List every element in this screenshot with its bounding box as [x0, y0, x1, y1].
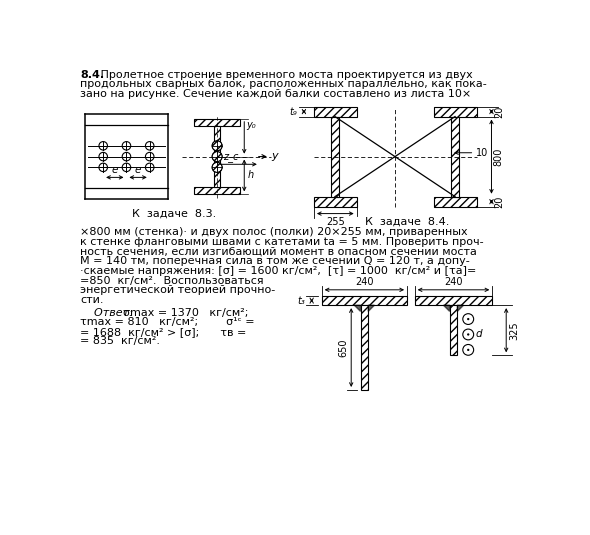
Polygon shape	[368, 305, 375, 311]
Text: Пролетное строение временного моста проектируется из двух: Пролетное строение временного моста прое…	[97, 70, 473, 80]
Text: ность сечения, если изгибающий момент в опасном сечении моста: ность сечения, если изгибающий момент в …	[80, 247, 477, 257]
Bar	[451, 117, 459, 197]
Bar	[314, 197, 356, 207]
Text: 650: 650	[338, 338, 348, 357]
Circle shape	[212, 151, 222, 162]
Circle shape	[467, 318, 470, 320]
Text: e: e	[135, 165, 141, 175]
Text: σmax = 1370   кг/см²;: σmax = 1370 кг/см²;	[116, 308, 249, 317]
Polygon shape	[355, 305, 360, 311]
Text: = 1688  кг/см² > [σ];      τв =: = 1688 кг/см² > [σ]; τв =	[80, 327, 247, 337]
Text: 8.4.: 8.4.	[80, 70, 104, 80]
Bar	[314, 106, 356, 117]
Text: = 835  кг/см².: = 835 кг/см².	[80, 337, 160, 346]
Text: d: d	[476, 330, 483, 340]
Text: ·скаемые напряжения: [σ] = 1600 кг/см²,  [τ] = 1000  кг/см² и [τа]=: ·скаемые напряжения: [σ] = 1600 кг/см², …	[80, 266, 476, 276]
Text: e: e	[112, 165, 118, 175]
Text: 240: 240	[355, 277, 373, 287]
Text: Ответ:: Ответ:	[80, 308, 133, 317]
Circle shape	[463, 314, 474, 324]
Text: t₉: t₉	[289, 106, 297, 117]
Text: 800: 800	[494, 148, 504, 166]
Circle shape	[467, 349, 470, 351]
Text: энергетической теорией прочно-: энергетической теорией прочно-	[80, 285, 275, 295]
Bar	[360, 305, 368, 390]
Polygon shape	[457, 305, 464, 311]
Polygon shape	[444, 305, 450, 311]
Text: z_c: z_c	[224, 152, 239, 162]
Text: y₀: y₀	[247, 120, 256, 131]
Bar	[450, 305, 457, 355]
Text: К  задаче  8.3.: К задаче 8.3.	[132, 209, 217, 219]
Text: сти.: сти.	[80, 295, 103, 305]
Circle shape	[463, 345, 474, 355]
Bar	[434, 197, 477, 207]
Bar	[434, 106, 477, 117]
Text: y: y	[271, 151, 278, 161]
Text: продольных сварных балок, расположенных параллельно, как пока-: продольных сварных балок, расположенных …	[80, 79, 487, 89]
Text: τmax = 810   кг/см²;        σ¹ᶜ =: τmax = 810 кг/см²; σ¹ᶜ =	[80, 317, 254, 327]
Text: ×800 мм (стенка)· и двух полос (полки) 20×255 мм, приваренных: ×800 мм (стенка)· и двух полос (полки) 2…	[80, 227, 467, 238]
Text: 325: 325	[509, 321, 519, 340]
Bar	[331, 117, 339, 197]
Bar	[194, 119, 240, 126]
Bar	[415, 296, 492, 305]
Bar	[214, 126, 220, 187]
Circle shape	[463, 329, 474, 340]
Bar	[322, 296, 407, 305]
Text: h: h	[247, 171, 254, 180]
Text: 10: 10	[476, 148, 489, 158]
Text: зано на рисунке. Сечение каждой балки составлено из листа 10×: зано на рисунке. Сечение каждой балки со…	[80, 89, 471, 99]
Text: К  задаче  8.4.: К задаче 8.4.	[365, 217, 449, 227]
Text: =850  кг/см².  Воспользоваться: =850 кг/см². Воспользоваться	[80, 276, 264, 286]
Circle shape	[212, 163, 222, 172]
Text: 255: 255	[326, 217, 345, 227]
Text: 20: 20	[494, 195, 504, 208]
Circle shape	[467, 333, 470, 335]
Bar	[194, 187, 240, 194]
Text: M = 140 тм, поперечная сила в том же сечении Q = 120 т, а допу-: M = 140 тм, поперечная сила в том же сеч…	[80, 256, 470, 266]
Circle shape	[212, 141, 222, 151]
Text: 240: 240	[444, 277, 463, 287]
Text: t₃: t₃	[297, 296, 304, 305]
Text: 20: 20	[494, 105, 504, 118]
Text: к стенке фланговыми швами с катетами tа = 5 мм. Проверить проч-: к стенке фланговыми швами с катетами tа …	[80, 237, 484, 247]
